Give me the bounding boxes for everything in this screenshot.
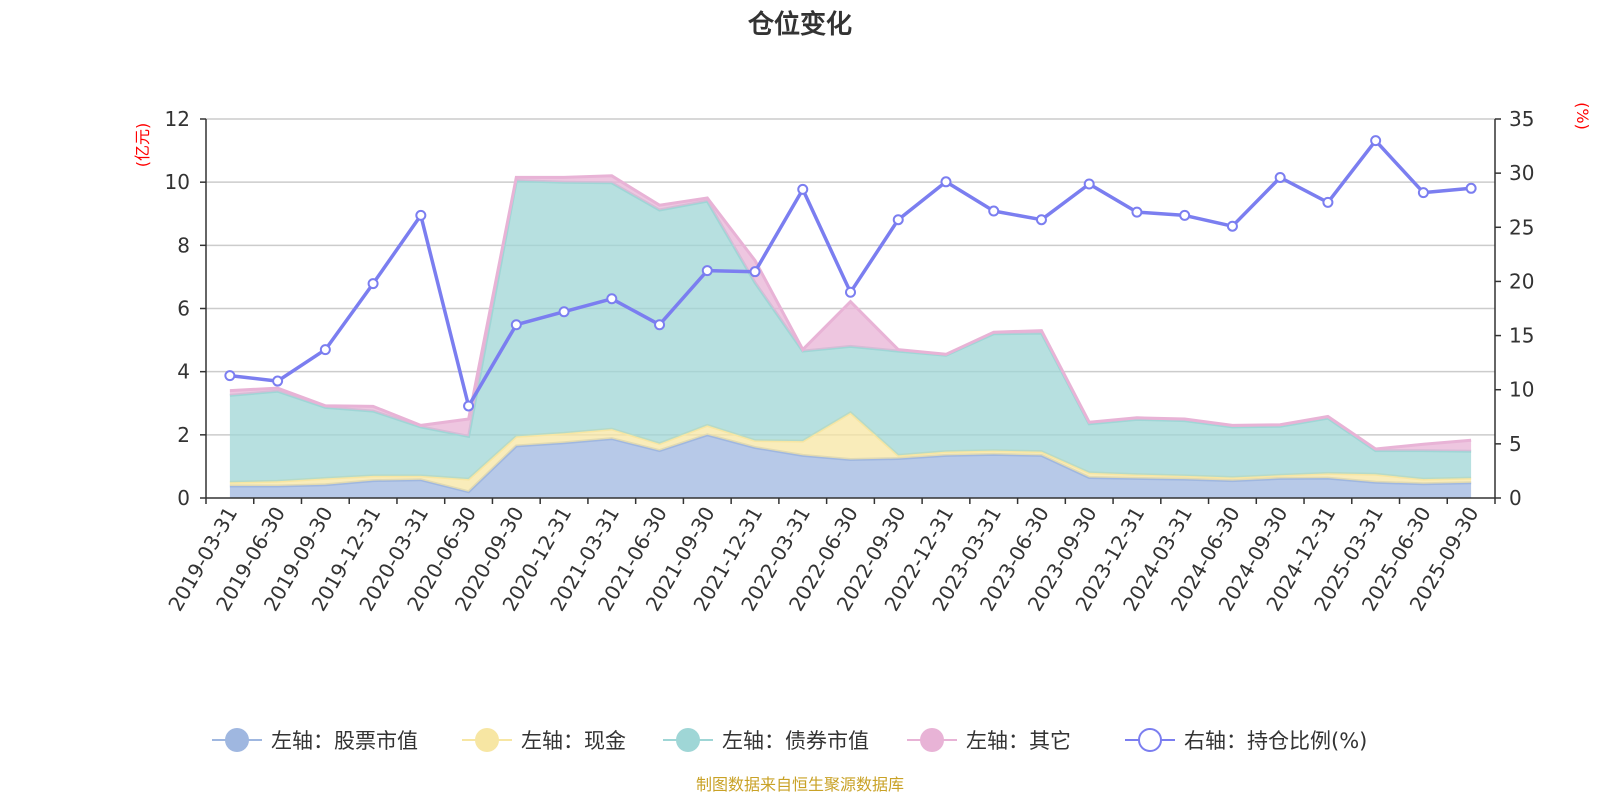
area-edge-series-4 — [229, 174, 1472, 451]
holding-ratio-point — [319, 344, 331, 356]
left-tick-label: 0 — [177, 486, 190, 510]
holding-ratio-point — [224, 370, 236, 382]
holding-ratio-point — [1035, 214, 1047, 226]
legend-label: 左轴：股票市值 — [271, 729, 418, 753]
holding-ratio-point — [1322, 196, 1334, 208]
right-tick-label: 20 — [1509, 269, 1534, 293]
right-tick-label: 35 — [1509, 107, 1534, 131]
right-tick-label: 15 — [1509, 324, 1534, 348]
holding-ratio-point — [892, 214, 904, 226]
holding-ratio-point — [272, 375, 284, 387]
holding-ratio-point — [654, 319, 666, 331]
left-axis-unit: (亿元) — [133, 123, 152, 168]
legend-label: 左轴：现金 — [521, 729, 626, 753]
holding-ratio-point — [510, 319, 522, 331]
right-tick-label: 0 — [1509, 486, 1522, 510]
area-series-3 — [229, 180, 1472, 483]
axes — [200, 118, 1501, 504]
left-tick-label: 10 — [165, 170, 190, 194]
x-axis-ticks: 2019-03-312019-06-302019-09-302019-12-31… — [163, 502, 1483, 615]
legend-swatch-marker — [920, 728, 944, 752]
holding-ratio-point — [1465, 182, 1477, 194]
holding-ratio-point — [701, 265, 713, 277]
holding-ratio-point — [797, 183, 809, 195]
data-source-note: 制图数据来自恒生聚源数据库 — [696, 775, 904, 794]
holding-ratio-point — [988, 205, 1000, 217]
holding-ratio-point — [558, 306, 570, 318]
left-tick-label: 12 — [165, 107, 190, 131]
stacked-areas — [229, 174, 1472, 498]
chart-title: 仓位变化 — [747, 9, 852, 40]
right-tick-label: 10 — [1509, 378, 1534, 402]
left-tick-label: 4 — [177, 360, 190, 384]
legend-swatch-marker — [225, 728, 249, 752]
area-series-1 — [229, 434, 1472, 498]
holding-ratio-point — [463, 400, 475, 412]
holding-ratio-point — [1274, 171, 1286, 183]
holding-ratio-point — [845, 286, 856, 298]
holding-ratio-point — [1226, 220, 1238, 232]
holding-ratio-point — [1083, 178, 1095, 190]
holding-ratio-line — [224, 135, 1477, 412]
legend-label: 左轴：其它 — [966, 729, 1071, 753]
holding-ratio-point — [940, 176, 952, 188]
left-tick-label: 2 — [177, 423, 190, 447]
holding-ratio-point — [1179, 209, 1191, 221]
legend-label: 左轴：债券市值 — [722, 729, 869, 753]
right-tick-label: 5 — [1509, 432, 1522, 456]
holding-ratio-point — [1417, 187, 1429, 199]
legend-label: 右轴：持仓比例(%) — [1184, 729, 1367, 753]
holding-ratio-point — [606, 293, 618, 305]
holding-ratio-point — [1370, 135, 1382, 147]
holding-ratio-point — [415, 209, 427, 221]
right-tick-label: 30 — [1509, 161, 1534, 185]
right-axis-unit: (%) — [1573, 102, 1592, 130]
legend-swatch-marker — [676, 728, 700, 752]
right-tick-label: 25 — [1509, 215, 1534, 239]
area-series-4 — [229, 175, 1472, 452]
left-tick-label: 8 — [177, 233, 190, 257]
holding-ratio-point — [749, 266, 761, 278]
legend: 左轴：股票市值 左轴：现金 左轴：债券市值 左轴：其它 右轴：持仓比例(%) — [212, 728, 1367, 753]
legend-swatch-marker — [1138, 728, 1162, 752]
area-series-2 — [229, 412, 1472, 492]
right-axis-ticks: 0 5 10 15 20 25 30 35 — [1509, 107, 1534, 510]
left-axis-ticks: 0 2 4 6 8 10 12 — [165, 107, 190, 510]
holding-ratio-point — [367, 278, 379, 290]
holding-ratio-point — [1131, 206, 1143, 218]
legend-swatch-marker — [475, 728, 499, 752]
left-tick-label: 6 — [177, 297, 190, 321]
